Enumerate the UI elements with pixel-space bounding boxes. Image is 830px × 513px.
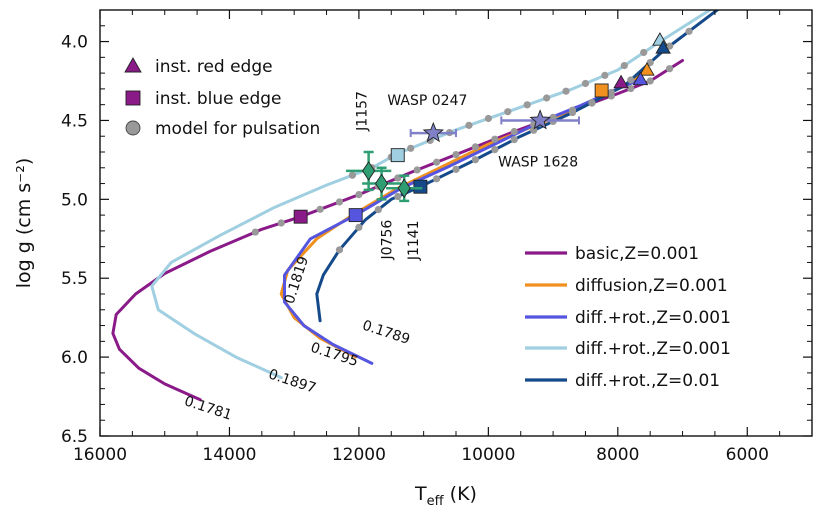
model-point — [543, 94, 551, 102]
x-axis-title-main: T — [414, 483, 427, 505]
legend-marker-red-edge-icon — [124, 57, 142, 73]
red-edge-marker-4 — [613, 74, 629, 89]
model-point — [465, 121, 473, 129]
model-point — [452, 150, 460, 159]
model-point — [666, 42, 674, 50]
model-point — [504, 108, 512, 116]
model-point — [374, 205, 382, 214]
diamond-label-2: J1141 — [406, 220, 422, 261]
model-point — [335, 246, 344, 254]
legend-line-label-3: diff.+rot.,Z=0.001 — [575, 339, 731, 359]
model-point — [432, 158, 441, 166]
legend-marker-label: inst. blue edge — [155, 89, 281, 109]
model-point — [277, 219, 285, 227]
star-label-wasp0247: WASP 0247 — [387, 93, 467, 109]
model-point — [432, 175, 441, 183]
y-tick-label: 6.0 — [61, 348, 88, 368]
legend-line-label-4: diff.+rot.,Z=0.01 — [575, 371, 720, 391]
x-axis-title: Teff (K) — [414, 483, 477, 509]
model-point — [316, 205, 324, 213]
x-tick-label: 14000 — [202, 445, 256, 465]
star-marker-1 — [529, 109, 551, 130]
model-point — [491, 135, 499, 143]
model-point — [646, 58, 654, 67]
model-point — [627, 76, 635, 84]
model-point — [640, 48, 648, 57]
y-axis-title: log g (cm s⁻²) — [13, 158, 35, 288]
model-point — [355, 223, 363, 231]
diamond-label-1: J0756 — [380, 220, 396, 261]
x-tick-label: 12000 — [332, 445, 386, 465]
blue-edge-marker-0 — [293, 209, 308, 224]
diamond-marker-1 — [375, 173, 389, 194]
blue-edge-marker-2 — [390, 148, 405, 163]
legend-marker-label: inst. red edge — [155, 57, 273, 77]
y-tick-label: 4.0 — [61, 33, 88, 53]
model-point — [562, 87, 570, 95]
model-point — [568, 108, 577, 117]
x-tick-label: 6000 — [726, 445, 769, 465]
blue-edge-marker-1 — [348, 208, 363, 223]
blue-edge-marker-4 — [594, 83, 609, 98]
model-point — [510, 135, 518, 144]
model-point — [646, 77, 654, 85]
red-edge-marker-3 — [632, 71, 649, 86]
model-point — [394, 192, 402, 201]
x-tick-label: 16000 — [73, 445, 127, 465]
model-point — [348, 171, 357, 179]
model-point — [581, 79, 590, 88]
legend-line-label-0: basic,Z=0.001 — [575, 244, 699, 264]
model-point — [607, 88, 615, 97]
model-point — [666, 65, 674, 73]
legend-line-label-1: diffusion,Z=0.001 — [575, 276, 728, 296]
diamond-marker-0 — [362, 161, 376, 181]
legend: inst. red edge inst. blue edge model for p… — [124, 57, 731, 391]
x-tick-label: 8000 — [596, 445, 639, 465]
model-point — [484, 114, 492, 123]
x-axis-title-unit: (K) — [444, 483, 477, 505]
model-point — [251, 228, 259, 236]
model-point — [335, 198, 344, 206]
model-point — [407, 144, 415, 152]
x-tick-label: 10000 — [461, 445, 515, 465]
model-point — [627, 84, 635, 93]
axes: 16000 14000 12000 10000 8000 6000 4.0 4.5 5.0 5.5… — [13, 9, 813, 509]
plot-content — [111, 10, 720, 402]
legend-marker-blue-edge-icon — [125, 90, 141, 106]
legend-marker-label: model for pulsation — [155, 119, 320, 139]
red-edge-marker-2 — [639, 62, 655, 76]
model-point — [685, 27, 693, 35]
y-tick-label: 4.5 — [61, 111, 88, 131]
y-tick-label: 5.5 — [61, 269, 88, 289]
star-marker-0 — [422, 121, 445, 143]
legend-line-label-2: diff.+rot.,Z=0.001 — [575, 308, 731, 328]
model-point — [452, 165, 460, 173]
red-edge-marker-1 — [655, 39, 671, 54]
model-point — [530, 126, 538, 134]
model-point — [588, 98, 596, 107]
y-tick-label: 5.0 — [61, 190, 88, 210]
model-point — [471, 156, 480, 164]
diamond-label-0: J1157 — [355, 91, 371, 132]
x-axis-title-sub: eff — [427, 494, 445, 509]
legend-marker-model-icon — [125, 120, 141, 136]
model-point — [471, 143, 480, 151]
model-point — [510, 127, 518, 136]
model-point — [620, 61, 628, 70]
diamond-marker-2 — [397, 178, 411, 199]
model-point — [413, 166, 421, 174]
model-point — [523, 101, 531, 109]
model-point — [355, 191, 363, 199]
star-label-wasp1628: WASP 1628 — [498, 154, 578, 170]
y-tick-label: 6.5 — [61, 427, 88, 447]
model-point — [491, 146, 499, 154]
model-point — [601, 71, 609, 79]
blue-edge-marker-3 — [413, 179, 428, 194]
